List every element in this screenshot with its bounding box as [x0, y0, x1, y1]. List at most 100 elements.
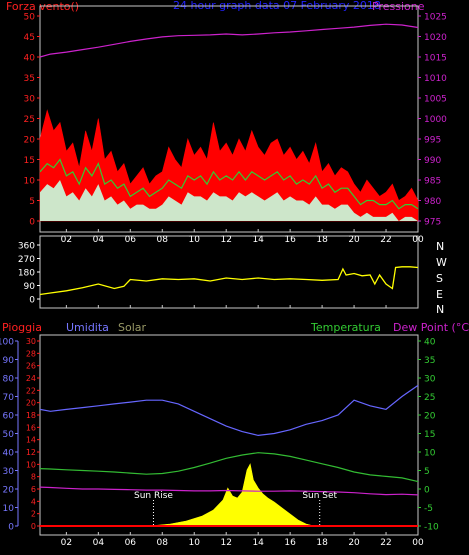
hum-x-tick-label: 08	[157, 538, 169, 548]
wind-tick-label: 0	[29, 218, 35, 228]
humidity-panel-frame	[39, 334, 419, 536]
humidity-tick-label: 50	[3, 430, 15, 440]
pressure-tick-label: 1010	[424, 74, 447, 84]
pressure-tick-label: 1015	[424, 54, 447, 64]
direction-tick-label: 270	[18, 255, 35, 265]
pressure-tick-label: 990	[424, 156, 441, 166]
compass-n-top: N	[436, 240, 444, 253]
hum-x-tick-label: 02	[61, 538, 72, 548]
pressure-tick-label: 1000	[424, 115, 447, 125]
compass-e: E	[436, 288, 443, 301]
humidity-tick-label: 30	[3, 467, 15, 477]
hum-x-tick-label: 04	[93, 538, 105, 548]
wind-x-tick-label: 02	[61, 235, 72, 245]
rain-tick-label: 2	[31, 510, 36, 519]
hum-x-tick-label: 06	[125, 538, 137, 548]
dewpoint-label: Dew Point (°C)	[393, 321, 469, 334]
rain-tick-label: 28	[26, 349, 36, 358]
rain-tick-label: 6	[31, 485, 36, 494]
temp-tick-label: 0	[424, 486, 430, 496]
solar-area	[138, 463, 315, 527]
dewpoint-line	[39, 486, 419, 496]
wind-tick-label: 30	[24, 95, 36, 105]
pressure-tick-label: 975	[424, 218, 441, 228]
compass-n-bottom: N	[436, 303, 444, 316]
pressure-tick-label: 980	[424, 197, 441, 207]
wind-tick-label: 15	[24, 156, 35, 166]
wind-x-tick-label: 16	[284, 235, 296, 245]
wind-x-tick-label: 04	[93, 235, 105, 245]
direction-tick-label: 0	[29, 296, 35, 306]
humidity-tick-label: 100	[0, 338, 14, 348]
wind-min-area	[40, 180, 418, 221]
pressure-tick-label: 1005	[424, 95, 447, 105]
temp-tick-label: 5	[424, 467, 430, 477]
wind-x-tick-label: 22	[380, 235, 391, 245]
temp-tick-label: 20	[424, 412, 436, 422]
wind-x-tick-label: 10	[189, 235, 201, 245]
pressure-tick-label: 995	[424, 136, 441, 146]
wind-tick-label: 20	[24, 136, 36, 146]
wind-avg-line	[39, 158, 419, 210]
temp-tick-label: 10	[424, 449, 436, 459]
wind-tick-label: 40	[24, 54, 36, 64]
solar-label: Solar	[118, 321, 147, 334]
wind-tick-label: 25	[24, 115, 35, 125]
hum-x-tick-label: 20	[348, 538, 360, 548]
temp-tick-label: 40	[424, 338, 436, 348]
wind-x-tick-label: 14	[252, 235, 264, 245]
humidity-tick-label: 0	[8, 523, 14, 533]
pressure-tick-label: 985	[424, 177, 441, 187]
compass-s: S	[436, 272, 443, 285]
sunrise-label: Sun Rise	[134, 491, 173, 501]
humidity-tick-label: 20	[3, 486, 15, 496]
wind-x-tick-label: 12	[220, 235, 231, 245]
rain-tick-label: 10	[26, 460, 36, 469]
rain-tick-label: 8	[31, 473, 36, 482]
hum-x-tick-label: 10	[189, 538, 201, 548]
humidity-tick-label: 80	[3, 375, 15, 385]
rain-tick-label: 26	[26, 362, 36, 371]
wind-x-tick-label: 18	[316, 235, 328, 245]
rain-tick-label: 14	[26, 436, 36, 445]
direction-tick-label: 360	[18, 242, 35, 252]
humidity-tick-label: 70	[3, 393, 15, 403]
rain-tick-label: 18	[26, 411, 36, 420]
temp-tick-label: 30	[424, 375, 436, 385]
rain-tick-label: 24	[26, 374, 36, 383]
hum-x-tick-label: 12	[220, 538, 231, 548]
rain-tick-label: 30	[26, 337, 36, 346]
pressure-line	[39, 23, 419, 58]
humidity-tick-label: 60	[3, 412, 15, 422]
wind-pressure-plot	[39, 23, 419, 222]
humidity-tick-label: 40	[3, 449, 15, 459]
wind-tick-label: 5	[29, 197, 35, 207]
compass-w: W	[436, 256, 447, 269]
temp-tick-label: -5	[424, 504, 433, 514]
direction-panel-frame	[39, 235, 419, 309]
temp-tick-label: 25	[424, 393, 435, 403]
hum-x-tick-label: 18	[316, 538, 328, 548]
rain-tick-label: 20	[26, 399, 36, 408]
hum-x-tick-label: 00	[412, 538, 424, 548]
temperature-label: Temperatura	[310, 321, 381, 334]
rain-tick-label: 22	[26, 386, 36, 395]
wind-x-tick-label: 06	[125, 235, 137, 245]
rain-tick-label: 4	[31, 497, 36, 506]
hum-x-tick-label: 14	[252, 538, 264, 548]
wind-tick-label: 50	[24, 13, 36, 23]
wind-x-tick-label: 00	[412, 235, 424, 245]
wind-direction-plot	[39, 266, 419, 296]
wind-tick-label: 35	[24, 74, 35, 84]
pressure-tick-label: 1025	[424, 13, 447, 23]
temp-tick-label: 15	[424, 430, 435, 440]
direction-tick-label: 180	[18, 269, 35, 279]
pressure-tick-label: 1020	[424, 33, 447, 43]
wind-x-tick-label: 08	[157, 235, 169, 245]
wind-tick-label: 10	[24, 177, 36, 187]
temp-tick-label: -10	[424, 523, 439, 533]
humidity-label: Umidita	[66, 321, 109, 334]
wind-tick-label: 45	[24, 33, 35, 43]
rain-label: Pioggia	[2, 321, 42, 334]
hum-x-tick-label: 16	[284, 538, 296, 548]
